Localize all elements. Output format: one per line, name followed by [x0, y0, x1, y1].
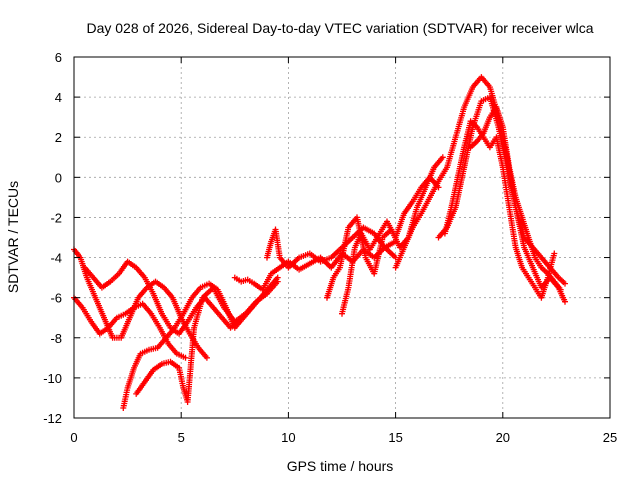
data-point-marker: [274, 278, 281, 285]
x-tick-label: 5: [178, 430, 185, 445]
y-tick-label: 4: [55, 90, 62, 105]
y-tick-label: -2: [50, 210, 62, 225]
y-axis-label: SDTVAR / TECUs: [5, 181, 21, 293]
data-point-marker: [439, 154, 446, 161]
data-point-marker: [562, 280, 568, 287]
y-tick-label: -4: [50, 251, 62, 266]
data-point-marker: [551, 250, 558, 257]
x-tick-label: 20: [496, 430, 510, 445]
x-tick-label: 0: [70, 430, 77, 445]
x-tick-label: 25: [603, 430, 617, 445]
series-arc-4: [120, 274, 281, 411]
y-tick-label: 0: [55, 170, 62, 185]
series-arc-12: [441, 118, 558, 301]
y-tick-label: -8: [50, 331, 62, 346]
series-arc-5: [133, 278, 281, 405]
ticks: 0 5 10 15 20 25 -12 -10 -8 -6 -4 -2 0 2 4 6: [43, 50, 617, 445]
series-layer: [71, 74, 568, 411]
data-point-marker: [557, 286, 564, 293]
plot-frame: [73, 56, 611, 419]
series-arc-13: [467, 104, 564, 293]
y-tick-label: -6: [50, 291, 62, 306]
data-point-marker: [562, 298, 568, 305]
y-tick-label: -12: [43, 411, 62, 426]
series-arc-3: [81, 258, 243, 337]
y-tick-label: -10: [43, 371, 62, 386]
y-tick-label: 2: [55, 130, 62, 145]
x-axis-label: GPS time / hours: [287, 458, 394, 474]
x-tick-label: 10: [281, 430, 295, 445]
y-tick-label: 6: [55, 50, 62, 65]
data-point-marker: [182, 354, 189, 361]
series-arc-1: [71, 246, 210, 361]
chart-title: Day 028 of 2026, Sidereal Day-to-day VTE…: [86, 20, 593, 36]
x-tick-label: 15: [388, 430, 402, 445]
data-point-marker: [203, 354, 210, 361]
